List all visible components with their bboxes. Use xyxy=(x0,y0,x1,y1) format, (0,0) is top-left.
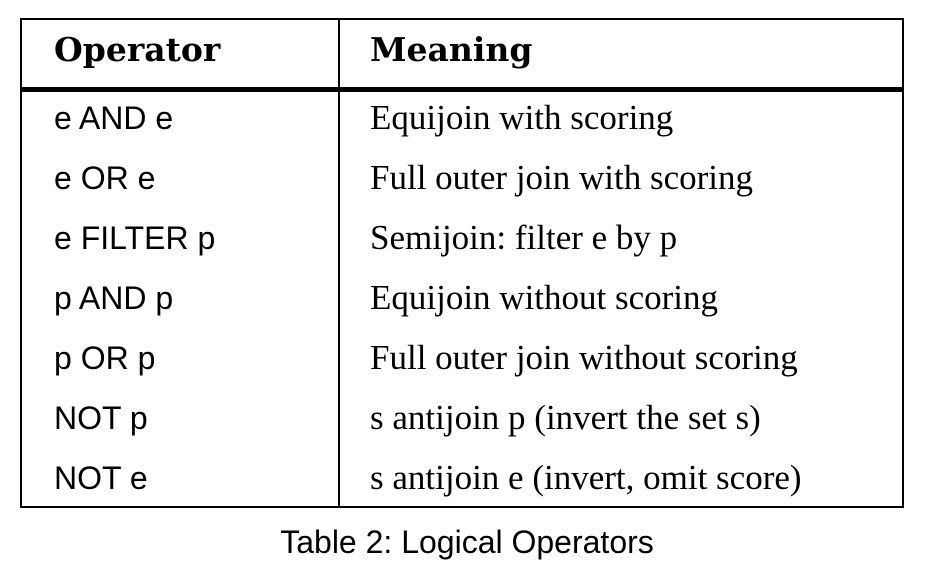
operators-table: Operator Meaning e AND e Equijoin with s… xyxy=(20,18,904,508)
operator-cell: e OR e xyxy=(54,160,156,196)
header-rule xyxy=(22,87,902,92)
table-body: e AND e Equijoin with scoring e OR e Ful… xyxy=(22,92,902,512)
table-row: e AND e Equijoin with scoring xyxy=(22,92,902,152)
meaning-cell: Semijoin: filter e by p xyxy=(370,218,678,257)
table-row: e FILTER p Semijoin: filter e by p xyxy=(22,212,902,272)
meaning-cell: Full outer join with scoring xyxy=(370,158,754,197)
meaning-cell: s antijoin p (invert the set s) xyxy=(370,398,761,437)
meaning-cell: Equijoin with scoring xyxy=(370,98,674,137)
operator-cell: NOT p xyxy=(54,400,148,436)
meaning-cell: Full outer join without scoring xyxy=(370,338,798,377)
meaning-cell: Equijoin without scoring xyxy=(370,278,719,317)
operator-cell: p OR p xyxy=(54,340,156,376)
operator-cell: NOT e xyxy=(54,460,148,496)
table-row: NOT e s antijoin e (invert, omit score) xyxy=(22,452,902,512)
table-row: NOT p s antijoin p (invert the set s) xyxy=(22,392,902,452)
column-divider xyxy=(338,20,340,506)
table-caption: Table 2: Logical Operators xyxy=(280,524,654,560)
header-operator: Operator xyxy=(54,30,221,69)
table-row: p OR p Full outer join without scoring xyxy=(22,332,902,392)
table-row: e OR e Full outer join with scoring xyxy=(22,152,902,212)
meaning-cell: s antijoin e (invert, omit score) xyxy=(370,458,802,497)
operator-cell: e FILTER p xyxy=(54,220,216,256)
operator-cell: p AND p xyxy=(54,280,174,316)
header-meaning: Meaning xyxy=(370,30,533,69)
operator-cell: e AND e xyxy=(54,100,174,136)
table-row: p AND p Equijoin without scoring xyxy=(22,272,902,332)
